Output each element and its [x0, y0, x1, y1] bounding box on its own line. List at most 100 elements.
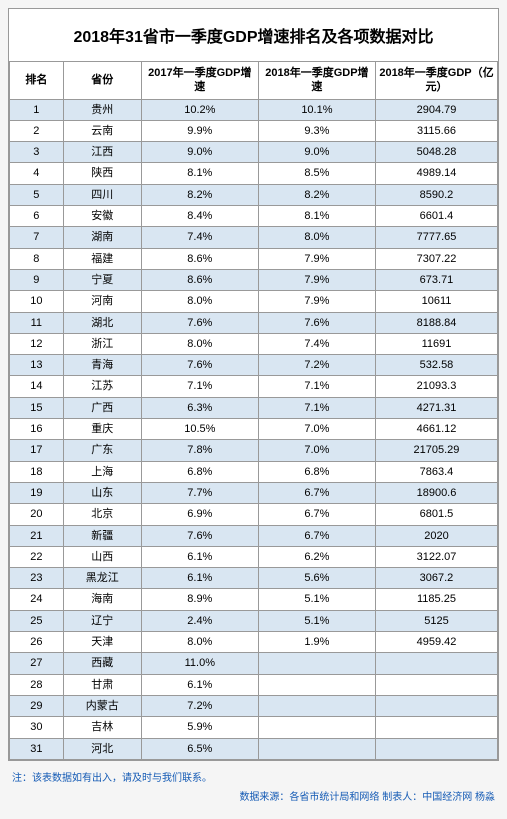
table-cell: 6.7%: [258, 482, 375, 503]
table-cell: 河北: [63, 738, 141, 759]
table-cell: 9: [10, 269, 64, 290]
footnote: 注：该表数据如有出入，请及时与我们联系。: [8, 761, 499, 788]
table-cell: 6.1%: [141, 568, 258, 589]
table-cell: 2: [10, 120, 64, 141]
table-cell: 8.2%: [141, 184, 258, 205]
table-cell: 19: [10, 482, 64, 503]
table-row: 26天津8.0%1.9%4959.42: [10, 632, 498, 653]
table-cell: 5: [10, 184, 64, 205]
table-cell: 6.8%: [141, 461, 258, 482]
table-cell: 30: [10, 717, 64, 738]
table-row: 4陕西8.1%8.5%4989.14: [10, 163, 498, 184]
table-cell: 重庆: [63, 419, 141, 440]
table-cell: 532.58: [375, 355, 497, 376]
table-cell: 6601.4: [375, 206, 497, 227]
table-cell: 8.2%: [258, 184, 375, 205]
table-cell: 6.7%: [258, 504, 375, 525]
table-cell: 10611: [375, 291, 497, 312]
table-cell: 21093.3: [375, 376, 497, 397]
table-cell: 22: [10, 546, 64, 567]
table-cell: 7.9%: [258, 291, 375, 312]
table-row: 23黑龙江6.1%5.6%3067.2: [10, 568, 498, 589]
table-cell: 山西: [63, 546, 141, 567]
table-row: 3江西9.0%9.0%5048.28: [10, 142, 498, 163]
table-cell: 5.6%: [258, 568, 375, 589]
table-cell: 2.4%: [141, 610, 258, 631]
table-cell: 8590.2: [375, 184, 497, 205]
table-cell: 辽宁: [63, 610, 141, 631]
table-cell: 8: [10, 248, 64, 269]
table-row: 14江苏7.1%7.1%21093.3: [10, 376, 498, 397]
table-cell: 5.1%: [258, 589, 375, 610]
table-cell: 7307.22: [375, 248, 497, 269]
table-row: 25辽宁2.4%5.1%5125: [10, 610, 498, 631]
table-cell: [258, 717, 375, 738]
table-cell: 4959.42: [375, 632, 497, 653]
table-cell: 福建: [63, 248, 141, 269]
table-row: 22山西6.1%6.2%3122.07: [10, 546, 498, 567]
table-cell: [258, 738, 375, 759]
table-cell: 7.2%: [258, 355, 375, 376]
col-header-gdp: 2018年一季度GDP（亿元）: [375, 62, 497, 100]
table-cell: 8.5%: [258, 163, 375, 184]
table-cell: 8.0%: [258, 227, 375, 248]
table-row: 6安徽8.4%8.1%6601.4: [10, 206, 498, 227]
table-cell: [258, 653, 375, 674]
table-cell: 6801.5: [375, 504, 497, 525]
table-cell: 1.9%: [258, 632, 375, 653]
table-cell: 8.1%: [141, 163, 258, 184]
table-cell: 18: [10, 461, 64, 482]
table-cell: [375, 717, 497, 738]
table-cell: 9.9%: [141, 120, 258, 141]
table-row: 10河南8.0%7.9%10611: [10, 291, 498, 312]
table-row: 21新疆7.6%6.7%2020: [10, 525, 498, 546]
table-cell: 7.7%: [141, 482, 258, 503]
table-row: 28甘肃6.1%: [10, 674, 498, 695]
table-cell: 2020: [375, 525, 497, 546]
table-cell: 9.0%: [258, 142, 375, 163]
table-cell: 江西: [63, 142, 141, 163]
table-cell: 8.6%: [141, 248, 258, 269]
table-cell: 27: [10, 653, 64, 674]
table-row: 13青海7.6%7.2%532.58: [10, 355, 498, 376]
table-cell: [258, 674, 375, 695]
table-cell: 14: [10, 376, 64, 397]
table-cell: 6.5%: [141, 738, 258, 759]
table-row: 18上海6.8%6.8%7863.4: [10, 461, 498, 482]
table-cell: 7.6%: [258, 312, 375, 333]
table-cell: 8188.84: [375, 312, 497, 333]
table-cell: 31: [10, 738, 64, 759]
table-cell: 贵州: [63, 99, 141, 120]
col-header-province: 省份: [63, 62, 141, 100]
table-cell: 云南: [63, 120, 141, 141]
table-cell: 18900.6: [375, 482, 497, 503]
table-cell: 16: [10, 419, 64, 440]
table-cell: [258, 695, 375, 716]
table-cell: 广西: [63, 397, 141, 418]
table-cell: 7.6%: [141, 355, 258, 376]
table-cell: 7.4%: [258, 333, 375, 354]
table-cell: 12: [10, 333, 64, 354]
table-cell: [375, 674, 497, 695]
table-cell: [375, 695, 497, 716]
table-cell: 8.9%: [141, 589, 258, 610]
table-cell: 7.1%: [141, 376, 258, 397]
table-row: 1贵州10.2%10.1%2904.79: [10, 99, 498, 120]
table-cell: 西藏: [63, 653, 141, 674]
table-cell: 673.71: [375, 269, 497, 290]
table-cell: 内蒙古: [63, 695, 141, 716]
table-cell: 7.6%: [141, 312, 258, 333]
table-cell: 7.8%: [141, 440, 258, 461]
table-row: 9宁夏8.6%7.9%673.71: [10, 269, 498, 290]
table-row: 19山东7.7%6.7%18900.6: [10, 482, 498, 503]
table-cell: 4: [10, 163, 64, 184]
table-cell: 7.1%: [258, 397, 375, 418]
table-cell: 17: [10, 440, 64, 461]
table-cell: 上海: [63, 461, 141, 482]
table-cell: 河南: [63, 291, 141, 312]
table-row: 5四川8.2%8.2%8590.2: [10, 184, 498, 205]
col-header-rank: 排名: [10, 62, 64, 100]
table-row: 12浙江8.0%7.4%11691: [10, 333, 498, 354]
table-cell: 7777.65: [375, 227, 497, 248]
table-cell: 6.7%: [258, 525, 375, 546]
